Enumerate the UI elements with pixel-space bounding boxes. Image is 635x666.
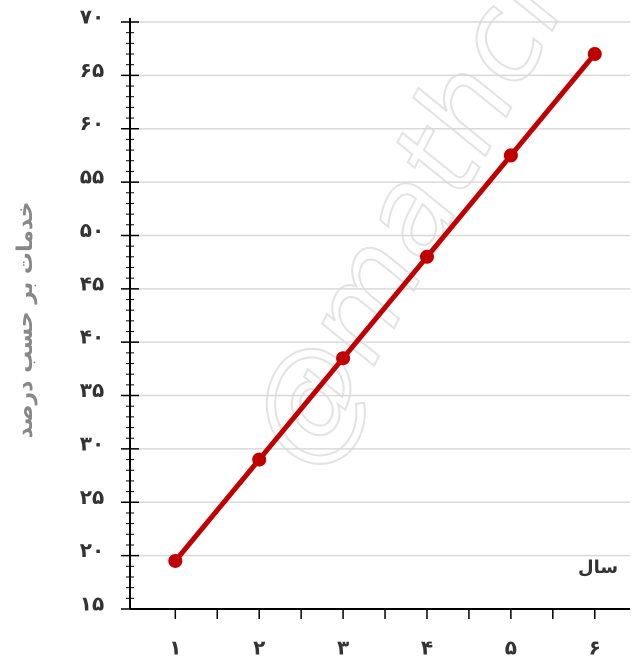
point bbox=[252, 452, 267, 467]
x-axis-label: سال bbox=[578, 557, 618, 578]
y-tick-label: ۳۰ bbox=[80, 431, 104, 455]
y-tick-label: ۵۰ bbox=[80, 218, 104, 242]
y-tick-label: ۶۰ bbox=[80, 111, 104, 135]
x-tick-label: ۴ bbox=[421, 636, 433, 660]
watermark: @mathcla bbox=[219, 0, 626, 489]
point bbox=[419, 249, 434, 264]
point bbox=[503, 148, 518, 163]
x-tick-label: ۵ bbox=[505, 636, 517, 660]
x-tick-label: ۱ bbox=[169, 636, 181, 660]
line bbox=[173, 52, 597, 563]
y-tick-label: ۶۵ bbox=[80, 58, 104, 82]
y-tick-label: ۵۵ bbox=[80, 165, 104, 189]
point bbox=[168, 553, 183, 568]
y-tick-label: ۴۵ bbox=[80, 271, 104, 295]
x-tick-label: ۳ bbox=[337, 636, 349, 660]
y-tick-label: ۷۰ bbox=[80, 5, 104, 29]
y-tick-label: ۴۰ bbox=[80, 325, 104, 349]
y-tick-label: ۳۵ bbox=[80, 378, 104, 402]
y-tick-label: ۲۰ bbox=[80, 538, 104, 562]
x-tick-label: ۲ bbox=[253, 636, 265, 660]
y-tick-label: ۲۵ bbox=[80, 485, 104, 509]
y-tick-label: ۱۵ bbox=[80, 592, 104, 616]
x-tick-label: ۶ bbox=[589, 636, 601, 660]
point bbox=[336, 351, 351, 366]
point bbox=[587, 47, 602, 62]
y-axis-label: خدمات بر حسب درصد bbox=[13, 202, 38, 439]
